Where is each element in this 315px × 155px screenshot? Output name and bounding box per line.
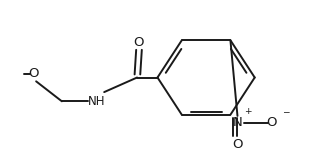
Text: N: N xyxy=(232,116,242,129)
Text: O: O xyxy=(232,138,243,151)
Text: O: O xyxy=(267,116,277,129)
Text: O: O xyxy=(28,67,39,80)
Text: NH: NH xyxy=(88,95,105,108)
Text: −: − xyxy=(282,108,289,117)
Text: +: + xyxy=(244,107,252,116)
Text: O: O xyxy=(134,36,144,49)
